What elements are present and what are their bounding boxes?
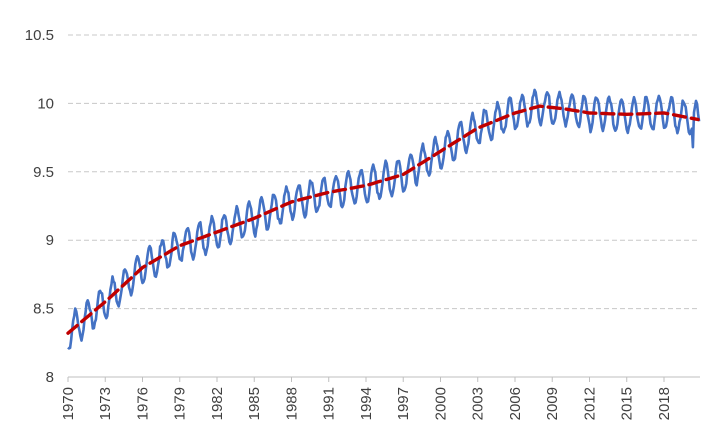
series-line-monthly <box>67 88 701 350</box>
x-axis-ticks: 1970 1973 1976 1979 1982 1985 1988 1991 1994 1997… <box>60 377 673 420</box>
y-tick-label: 9.5 <box>33 164 54 181</box>
x-tick-label: 1991 <box>321 387 338 420</box>
x-tick-label: 1976 <box>134 387 151 420</box>
x-tick-label: 1988 <box>283 387 300 420</box>
y-tick-label: 10.5 <box>25 27 54 44</box>
y-tick-label: 10 <box>37 95 54 112</box>
x-tick-label: 2015 <box>619 387 636 420</box>
x-tick-label: 2018 <box>656 387 673 420</box>
y-tick-label: 9 <box>46 232 54 249</box>
x-tick-label: 2000 <box>432 387 449 420</box>
y-axis-ticks: 8 8.5 9 9.5 10 10.5 <box>25 27 54 386</box>
x-tick-label: 1979 <box>172 387 189 420</box>
y-tick-label: 8.5 <box>33 301 54 318</box>
series-group <box>66 88 701 350</box>
series-line-trend <box>66 104 700 335</box>
x-tick-label: 1985 <box>246 387 263 420</box>
y-tick-label: 8 <box>46 369 54 386</box>
x-tick-label: 1973 <box>97 387 114 420</box>
x-tick-label: 2003 <box>470 387 487 420</box>
x-tick-label: 2009 <box>544 387 561 420</box>
x-tick-label: 1997 <box>395 387 412 420</box>
x-tick-label: 2012 <box>581 387 598 420</box>
x-tick-label: 1994 <box>358 387 375 420</box>
x-tick-label: 2006 <box>507 387 524 420</box>
x-tick-label: 1970 <box>60 387 77 420</box>
x-tick-label: 1982 <box>209 387 226 420</box>
